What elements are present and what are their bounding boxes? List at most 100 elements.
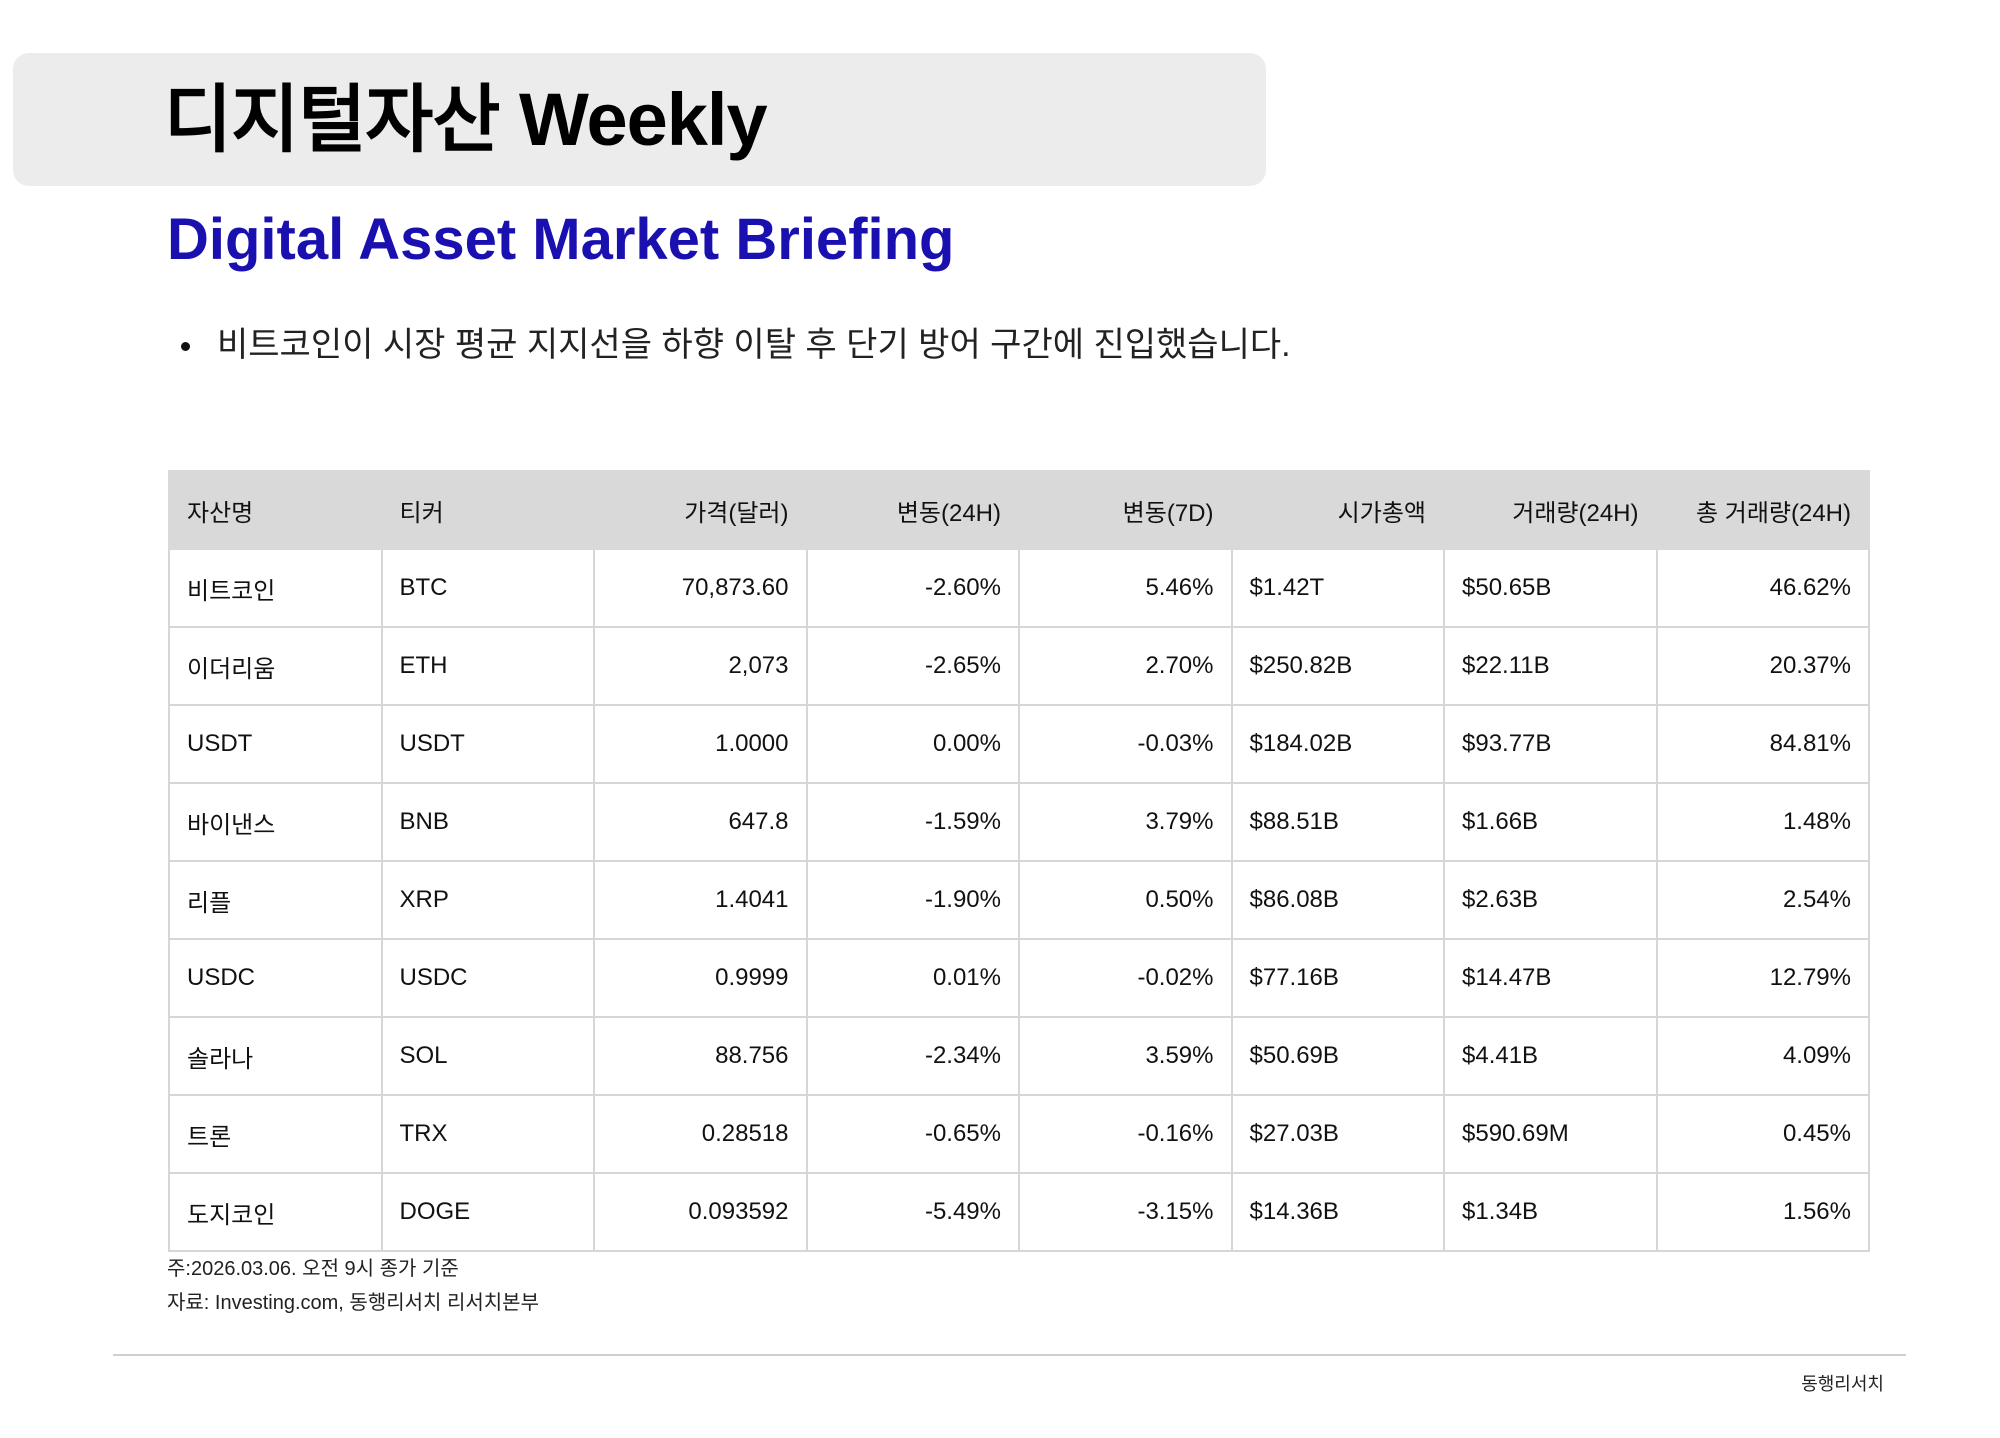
table-cell: 1.0000 [593, 704, 808, 784]
column-header: 변동(24H) [805, 470, 1020, 550]
table-cell: 3.79% [1018, 782, 1233, 862]
table-cell: $86.08B [1230, 860, 1445, 940]
table-cell: $1.42T [1230, 548, 1445, 628]
table-cell: USDT [380, 704, 595, 784]
table-cell: 4.09% [1655, 1016, 1870, 1096]
table-cell: 2.54% [1655, 860, 1870, 940]
table-cell: 리플 [168, 860, 383, 940]
table-cell: $4.41B [1443, 1016, 1658, 1096]
table-row: USDT USDT 1.0000 0.00% -0.03% $184.02B $93.77B… [168, 704, 1870, 784]
table-row: USDC USDC 0.9999 0.01% -0.02% $77.16B $14.47B 1… [168, 938, 1870, 1018]
table-cell: 5.46% [1018, 548, 1233, 628]
table-cell: 트론 [168, 1094, 383, 1174]
table-cell: 647.8 [593, 782, 808, 862]
table-cell: 20.37% [1655, 626, 1870, 706]
table-cell: $590.69M [1443, 1094, 1658, 1174]
title-box: 디지털자산 Weekly [13, 53, 1266, 186]
table-cell: 12.79% [1655, 938, 1870, 1018]
table-cell: TRX [380, 1094, 595, 1174]
table-cell: -0.16% [1018, 1094, 1233, 1174]
header-row: 자산명 티커 가격(달러) 변동(24H) 변동(7D) 시가총액 거래량(24H) 총 거래… [168, 470, 1870, 550]
table-cell: -1.59% [805, 782, 1020, 862]
note: 자료: Investing.com, 동행리서치 리서치본부 [167, 1292, 539, 1314]
table-cell: -5.49% [805, 1172, 1020, 1252]
table-cell: 이더리움 [168, 626, 383, 706]
table-cell: 46.62% [1655, 548, 1870, 628]
table-cell: 비트코인 [168, 548, 383, 628]
column-header: 변동(7D) [1018, 470, 1233, 550]
table-row: 솔라나 SOL 88.756 -2.34% 3.59% $50.69B $4.41B 4.09… [168, 1016, 1870, 1096]
table-cell: $50.65B [1443, 548, 1658, 628]
table-cell: 2,073 [593, 626, 808, 706]
table-cell: 2.70% [1018, 626, 1233, 706]
table-cell: $14.47B [1443, 938, 1658, 1018]
bullet-list: 비트코인이 시장 평균 지지선을 하향 이탈 후 단기 방어 구간에 진입했습니… [177, 322, 1291, 368]
table-cell: $88.51B [1230, 782, 1445, 862]
table-cell: XRP [380, 860, 595, 940]
market-table: 자산명 티커 가격(달러) 변동(24H) 변동(7D) 시가총액 거래량(24H) 총 거래… [168, 470, 1870, 1252]
table-row: 바이낸스 BNB 647.8 -1.59% 3.79% $88.51B $1.66B 1.48… [168, 782, 1870, 862]
bullet: 비트코인이 시장 평균 지지선을 하향 이탈 후 단기 방어 구간에 진입했습니… [177, 322, 1291, 368]
table-cell: 84.81% [1655, 704, 1870, 784]
table-cell: USDT [168, 704, 383, 784]
table-cell: $1.66B [1443, 782, 1658, 862]
table-cell: 1.4041 [593, 860, 808, 940]
column-header: 시가총액 [1230, 470, 1445, 550]
table-cell: 0.50% [1018, 860, 1233, 940]
table-cell: 3.59% [1018, 1016, 1233, 1096]
table-cell: -2.34% [805, 1016, 1020, 1096]
table-cell: -2.60% [805, 548, 1020, 628]
table-head: 자산명 티커 가격(달러) 변동(24H) 변동(7D) 시가총액 거래량(24H) 총 거래… [168, 470, 1870, 550]
table-cell: -0.65% [805, 1094, 1020, 1174]
column-header: 티커 [380, 470, 595, 550]
table-cell: BNB [380, 782, 595, 862]
table-cell: 도지코인 [168, 1172, 383, 1252]
table-cell: 0.01% [805, 938, 1020, 1018]
title: 디지털자산 Weekly [164, 78, 768, 161]
table-cell: 1.48% [1655, 782, 1870, 862]
table-cell: 0.28518 [593, 1094, 808, 1174]
table-cell: 0.00% [805, 704, 1020, 784]
table-cell: 0.093592 [593, 1172, 808, 1252]
table-row: 도지코인 DOGE 0.093592 -5.49% -3.15% $14.36B $1.34… [168, 1172, 1870, 1252]
table-cell: 바이낸스 [168, 782, 383, 862]
table-cell: 88.756 [593, 1016, 808, 1096]
subtitle: Digital Asset Market Briefing [167, 207, 955, 272]
column-header: 거래량(24H) [1443, 470, 1658, 550]
table-row: 이더리움 ETH 2,073 -2.65% 2.70% $250.82B $22.11B 20… [168, 626, 1870, 706]
table-cell: $14.36B [1230, 1172, 1445, 1252]
column-header: 자산명 [168, 470, 383, 550]
column-header: 가격(달러) [593, 470, 808, 550]
table-row: 트론 TRX 0.28518 -0.65% -0.16% $27.03B $590.69M 0… [168, 1094, 1870, 1174]
table-cell: -1.90% [805, 860, 1020, 940]
footer: 동행리서치 [1801, 1374, 1884, 1394]
table-cell: -3.15% [1018, 1172, 1233, 1252]
note: 주:2026.03.06. 오전 9시 종가 기준 [167, 1258, 459, 1280]
table-cell: $93.77B [1443, 704, 1658, 784]
table-cell: $77.16B [1230, 938, 1445, 1018]
table-row: 비트코인 BTC 70,873.60 -2.60% 5.46% $1.42T $50.65B… [168, 548, 1870, 628]
table-cell: -0.03% [1018, 704, 1233, 784]
table-cell: DOGE [380, 1172, 595, 1252]
table-cell: ETH [380, 626, 595, 706]
table-cell: $50.69B [1230, 1016, 1445, 1096]
table-cell: $22.11B [1443, 626, 1658, 706]
table-cell: USDC [380, 938, 595, 1018]
column-header: 총 거래량(24H) [1655, 470, 1870, 550]
table-body: 비트코인 BTC 70,873.60 -2.60% 5.46% $1.42T $50.65B… [168, 548, 1870, 1252]
table-cell: $250.82B [1230, 626, 1445, 706]
table-cell: $27.03B [1230, 1094, 1445, 1174]
table-row: 리플 XRP 1.4041 -1.90% 0.50% $86.08B $2.63B 2.54% [168, 860, 1870, 940]
table-cell: -2.65% [805, 626, 1020, 706]
table-cell: SOL [380, 1016, 595, 1096]
divider [113, 1354, 1906, 1356]
table-cell: 0.9999 [593, 938, 808, 1018]
table-cell: BTC [380, 548, 595, 628]
table-cell: -0.02% [1018, 938, 1233, 1018]
table-cell: 솔라나 [168, 1016, 383, 1096]
table-cell: $1.34B [1443, 1172, 1658, 1252]
table-cell: $2.63B [1443, 860, 1658, 940]
table-cell: 70,873.60 [593, 548, 808, 628]
